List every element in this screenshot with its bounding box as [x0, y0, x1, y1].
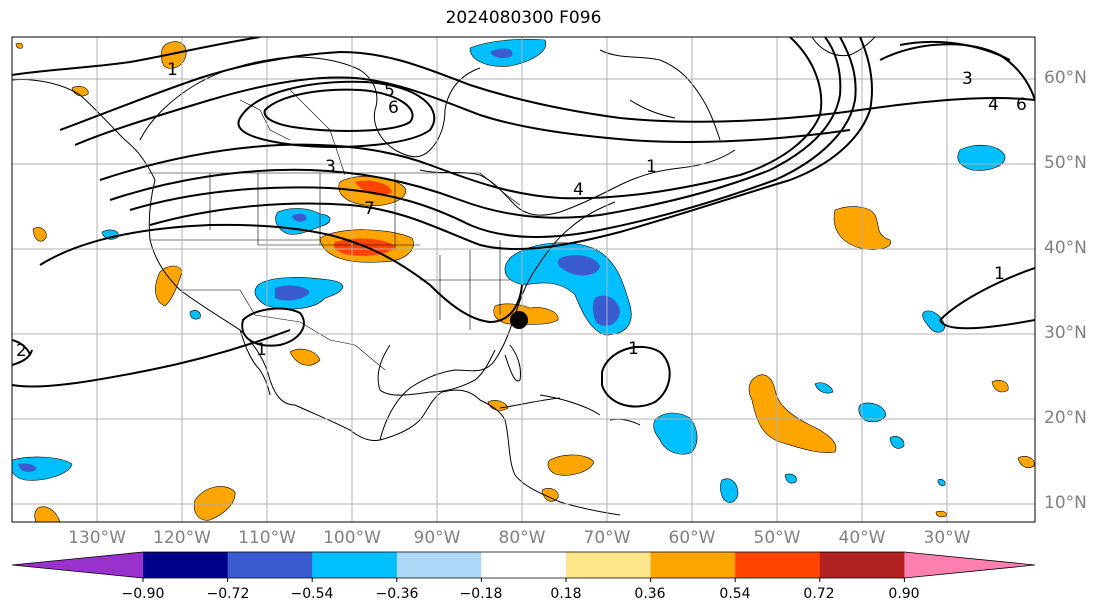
colorbar-tick-label: −0.72	[206, 586, 250, 602]
lon-label: 110°W	[238, 528, 296, 548]
lon-label: 90°W	[413, 528, 461, 548]
storm-marker	[510, 311, 528, 329]
colorbar-cell	[227, 552, 313, 578]
anomaly-fields	[12, 38, 1035, 522]
colorbar-cell	[312, 552, 398, 578]
contour-label: 1	[628, 339, 639, 359]
contour-label: 3	[962, 69, 973, 89]
lon-label: 120°W	[153, 528, 211, 548]
contour-label: 1	[256, 340, 267, 360]
contours	[12, 37, 1035, 408]
contour-label: 4	[988, 95, 999, 115]
colorbar-cell	[481, 552, 567, 578]
colorbar-tick-label: −0.18	[459, 586, 503, 602]
lon-label: 30°W	[923, 528, 971, 548]
lat-label: 30°N	[1044, 323, 1087, 343]
colorbar-tick-label: −0.90	[121, 586, 165, 602]
lon-label: 70°W	[583, 528, 631, 548]
colorbar-tick-label: 0.54	[719, 586, 751, 602]
contour-label: 1	[646, 157, 657, 177]
colorbar-tick-label: 0.90	[888, 586, 920, 602]
lon-label: 40°W	[838, 528, 886, 548]
colorbar-cell	[396, 552, 482, 578]
contour-label: 2	[16, 341, 27, 361]
colorbar-tick-label: 0.18	[550, 586, 582, 602]
colorbar-cell	[735, 552, 821, 578]
colorbar-tick-label: 0.36	[634, 586, 666, 602]
lat-label: 40°N	[1044, 238, 1087, 258]
map-plot: 1 5 6 3 7 4 1 1 1 2 3 4 6 1	[11, 36, 1036, 523]
contour-label: 3	[325, 157, 336, 177]
lon-label: 50°W	[753, 528, 801, 548]
colorbar-tick-label: 0.72	[803, 586, 835, 602]
colorbar-extend-low	[12, 552, 143, 578]
contour-label: 6	[388, 98, 399, 118]
colorbar	[11, 551, 1036, 582]
colorbar-tick-label: −0.36	[375, 586, 419, 602]
colorbar-cell	[819, 552, 905, 578]
colorbar-cell	[650, 552, 736, 578]
colorbar-cell	[143, 552, 229, 578]
coastlines	[12, 37, 876, 516]
contour-label: 7	[364, 199, 375, 219]
contour-label: 4	[573, 180, 584, 200]
lat-label: 10°N	[1044, 493, 1087, 513]
lat-label: 50°N	[1044, 153, 1087, 173]
lon-label: 80°W	[498, 528, 546, 548]
lat-label: 60°N	[1044, 68, 1087, 88]
lat-label: 20°N	[1044, 408, 1087, 428]
lon-label: 130°W	[68, 528, 126, 548]
contour-label: 6	[1016, 95, 1027, 115]
colorbar-cell	[566, 552, 652, 578]
contour-label: 5	[384, 81, 395, 101]
contour-labels: 1 5 6 3 7 4 1 1 1 2 3 4 6 1	[16, 60, 1027, 361]
chart-title: 2024080300 F096	[445, 8, 602, 28]
colorbar-tick-label: −0.54	[290, 586, 334, 602]
colorbar-extend-high	[904, 552, 1035, 578]
contour-label: 1	[994, 264, 1005, 284]
contour-label: 1	[167, 60, 178, 80]
lon-label: 100°W	[323, 528, 381, 548]
lon-label: 60°W	[668, 528, 716, 548]
